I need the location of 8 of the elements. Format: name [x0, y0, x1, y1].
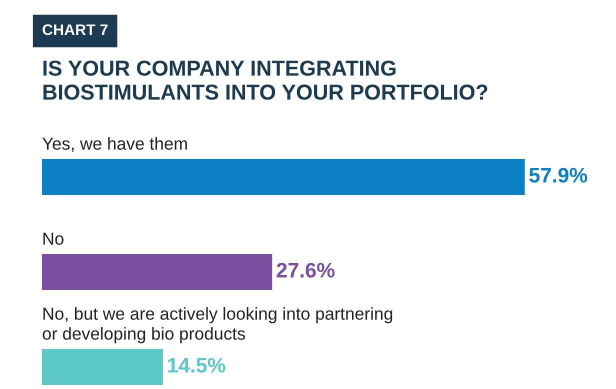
y-tick-label: Yes, we have them [42, 137, 187, 152]
data-label: 27.6% [276, 262, 335, 278]
y-tick-label: No [43, 232, 64, 245]
y-tick-label: No, but we are actively looking into partnering or developing bio products [42, 307, 392, 344]
data-label: 57.9% [529, 168, 588, 183]
chart-title: IS YOUR COMPANY INTEGRATING BIOSTIMULANTS INTO YOUR PORTFOLIO? [43, 60, 488, 100]
data-label: 14.5% [168, 358, 226, 373]
caption: CHART 7 [42, 24, 108, 36]
